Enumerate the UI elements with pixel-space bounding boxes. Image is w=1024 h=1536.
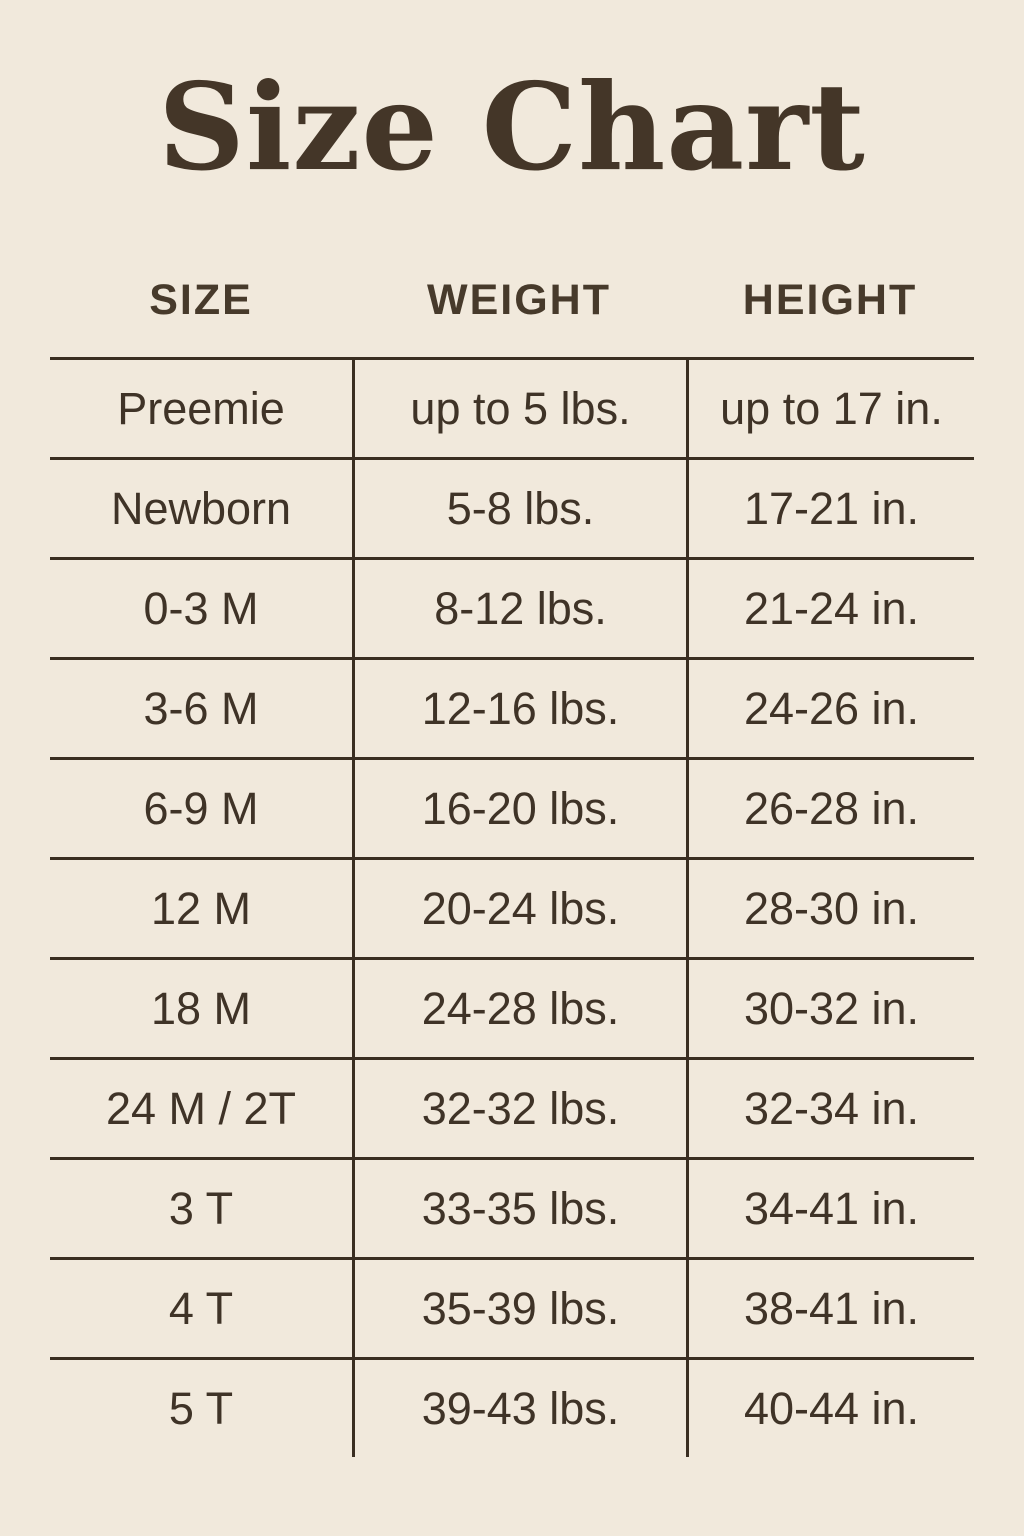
weight-cell: 20-24 lbs.	[352, 857, 686, 957]
weight-cell: 33-35 lbs.	[352, 1157, 686, 1257]
weight-cell: 8-12 lbs.	[352, 557, 686, 657]
column-header-height: HEIGHT	[742, 276, 918, 324]
height-cell: 32-34 in.	[686, 1057, 974, 1157]
height-cell: 28-30 in.	[686, 857, 974, 957]
size-cell: 3-6 M	[50, 657, 352, 757]
height-cell: 17-21 in.	[686, 457, 974, 557]
size-cell: 6-9 M	[50, 757, 352, 857]
weight-cell: up to 5 lbs.	[352, 357, 686, 457]
size-cell: 24 M / 2T	[50, 1057, 352, 1157]
size-cell: 18 M	[50, 957, 352, 1057]
size-cell: 12 M	[50, 857, 352, 957]
size-cell: Newborn	[50, 457, 352, 557]
height-cell: 38-41 in.	[686, 1257, 974, 1357]
table-header-row: SIZE WEIGHT HEIGHT	[50, 276, 974, 325]
size-table: SIZE WEIGHT HEIGHT Preemie up to 5 lbs. …	[50, 276, 974, 1457]
weight-cell: 12-16 lbs.	[352, 657, 686, 757]
weight-cell: 32-32 lbs.	[352, 1057, 686, 1157]
size-cell: 0-3 M	[50, 557, 352, 657]
height-cell: 30-32 in.	[686, 957, 974, 1057]
height-cell: 26-28 in.	[686, 757, 974, 857]
weight-cell: 24-28 lbs.	[352, 957, 686, 1057]
column-header-weight: WEIGHT	[427, 276, 611, 324]
weight-cell: 35-39 lbs.	[352, 1257, 686, 1357]
weight-cell: 5-8 lbs.	[352, 457, 686, 557]
height-cell: 24-26 in.	[686, 657, 974, 757]
table-body: Preemie up to 5 lbs. up to 17 in. Newbor…	[50, 357, 974, 1457]
size-cell: 4 T	[50, 1257, 352, 1357]
height-cell: 34-41 in.	[686, 1157, 974, 1257]
size-cell: 5 T	[50, 1357, 352, 1457]
weight-cell: 16-20 lbs.	[352, 757, 686, 857]
height-cell: 21-24 in.	[686, 557, 974, 657]
size-cell: Preemie	[50, 357, 352, 457]
height-cell: 40-44 in.	[686, 1357, 974, 1457]
weight-cell: 39-43 lbs.	[352, 1357, 686, 1457]
height-cell: up to 17 in.	[686, 357, 974, 457]
column-header-size: SIZE	[149, 276, 253, 324]
size-cell: 3 T	[50, 1157, 352, 1257]
page-title: Size Chart	[158, 57, 866, 198]
